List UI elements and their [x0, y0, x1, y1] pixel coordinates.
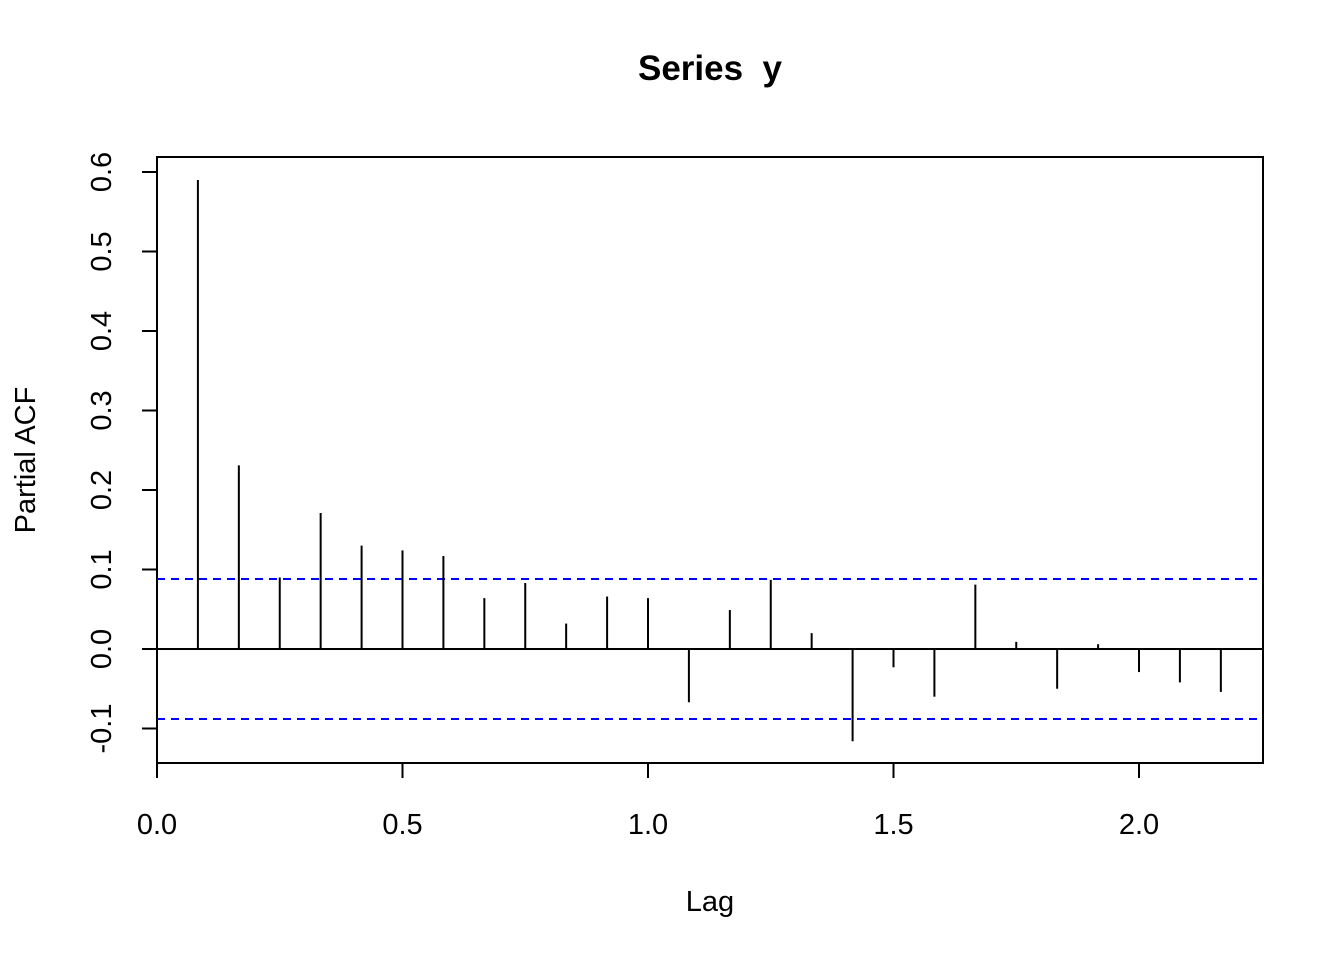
chart-title: Series y	[638, 49, 783, 88]
x-tick-label: 1.5	[873, 809, 913, 841]
y-tick-label: 0.1	[86, 549, 118, 589]
x-tick-label: 0.0	[137, 809, 177, 841]
plot-frame	[156, 156, 1264, 764]
x-tick-label: 1.0	[628, 809, 668, 841]
y-tick-label: 0.0	[86, 629, 118, 669]
x-tick-label: 2.0	[1119, 809, 1159, 841]
y-tick-label: 0.2	[86, 470, 118, 510]
y-tick-label: 0.3	[86, 390, 118, 430]
x-tick-label: 0.5	[382, 809, 422, 841]
y-tick-label: -0.1	[86, 704, 118, 754]
chart-marks: 0.0 0.5 1.0 1.5 2.0 -0.1 0.0 0.1 0.2 0.3 0.4 0.5 0.6	[86, 152, 1263, 841]
y-axis-label: Partial ACF	[10, 387, 42, 534]
y-tick-label: 0.6	[86, 152, 118, 192]
x-axis-label: Lag	[686, 886, 734, 918]
y-tick-label: 0.4	[86, 311, 118, 351]
y-tick-label: 0.5	[86, 231, 118, 271]
